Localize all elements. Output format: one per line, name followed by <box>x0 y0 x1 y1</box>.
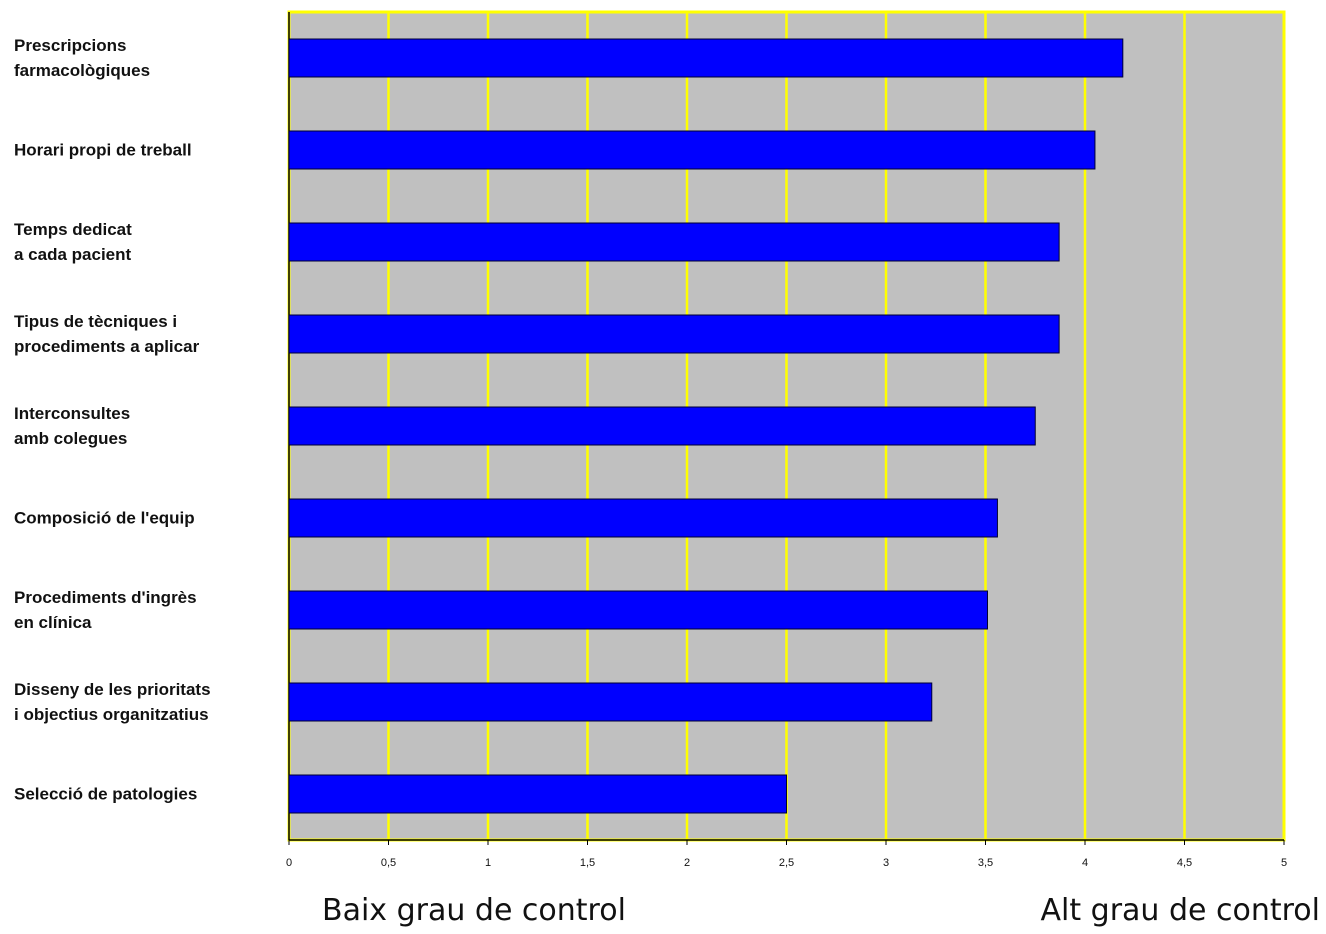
x-tick-label: 1 <box>485 857 491 869</box>
bar <box>288 314 1060 354</box>
y-tick-label: Prescripcions farmacològiques <box>14 36 151 80</box>
bar <box>288 130 1096 170</box>
x-tick-label: 5 <box>1281 857 1287 869</box>
x-tick-label: 2,5 <box>779 857 794 869</box>
x-tick-label: 1,5 <box>580 857 595 869</box>
x-tick-label: 4 <box>1082 857 1088 869</box>
annotation: Baix grau de control <box>322 893 626 928</box>
annotation: Alt grau de control <box>1040 893 1321 928</box>
x-tick-label: 2 <box>684 857 690 869</box>
y-tick-label: Procediments d'ingrès en clínica <box>14 588 197 632</box>
x-tick-label: 0,5 <box>381 857 396 869</box>
bar <box>288 774 787 814</box>
y-tick-label: Interconsultes amb colegues <box>14 404 131 448</box>
y-tick-label: Horari propi de treball <box>14 140 192 160</box>
bar <box>288 38 1124 78</box>
y-tick-label: Tipus de tècniques i procediments a apli… <box>14 312 200 356</box>
x-tick-label: 4,5 <box>1177 857 1192 869</box>
y-tick-label: Temps dedicat a cada pacient <box>14 220 132 264</box>
y-tick-label: Disseny de les prioritats i objectius or… <box>14 680 211 724</box>
x-tick-label: 3 <box>883 857 889 869</box>
y-tick-label: Composició de l'equip <box>14 508 195 528</box>
bar <box>288 222 1060 262</box>
y-tick-label: Selecció de patologies <box>14 784 198 804</box>
bar <box>288 590 988 630</box>
bar <box>288 682 933 722</box>
x-tick-label: 0 <box>286 857 292 869</box>
x-tick-label: 3,5 <box>978 857 993 869</box>
bar <box>288 498 998 538</box>
bar <box>288 406 1036 446</box>
